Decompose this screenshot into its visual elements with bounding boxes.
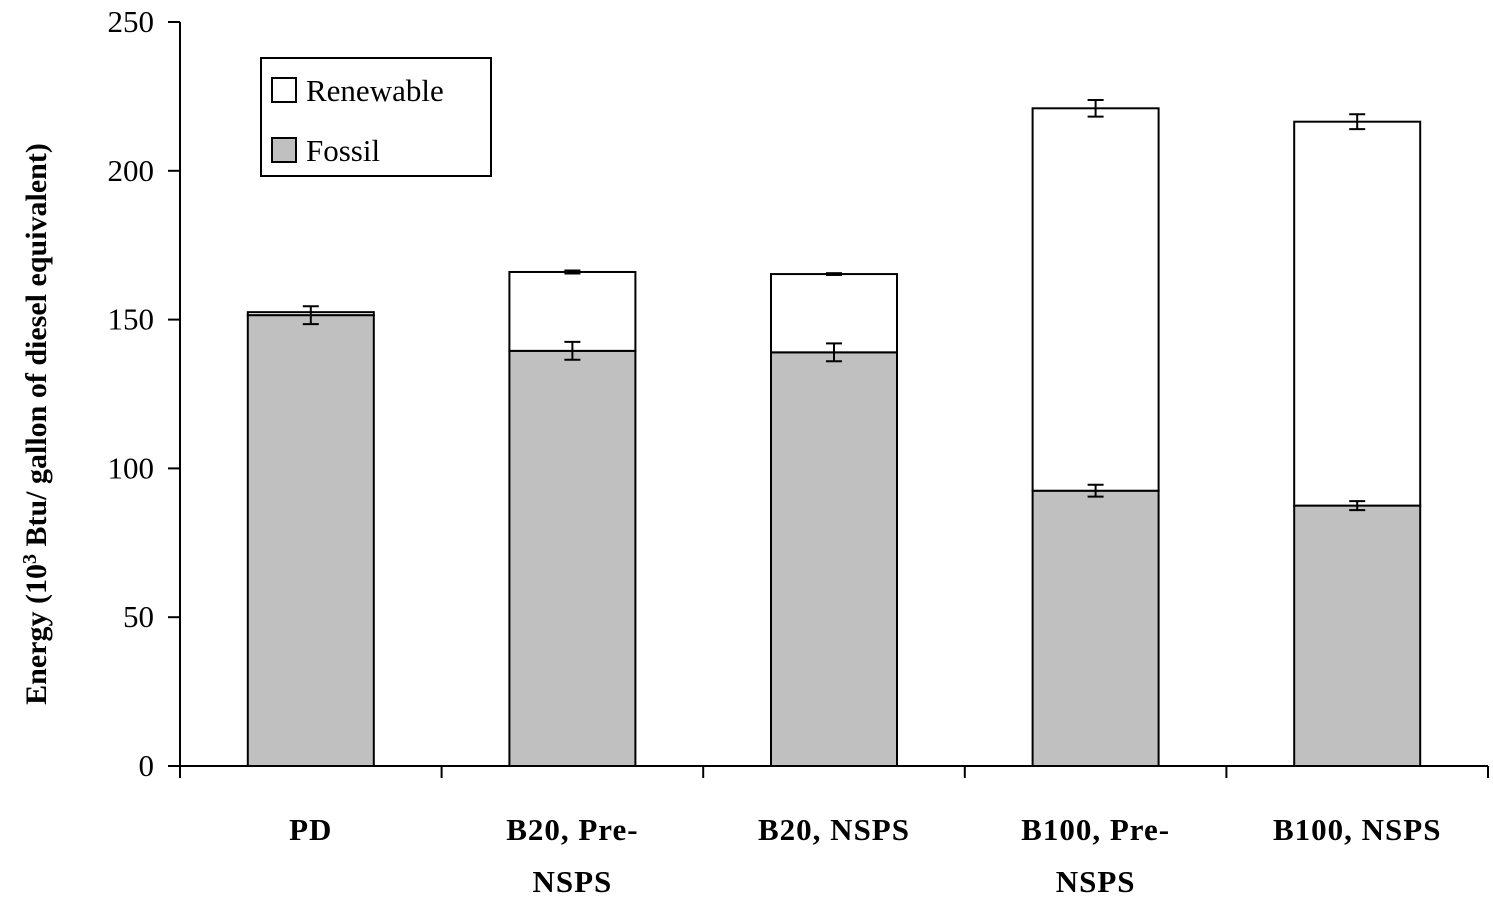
legend-swatch-renewable: [271, 77, 297, 103]
bar-fossil-0: [246, 314, 375, 767]
bar-renewable-2: [770, 273, 898, 354]
y-tick-label: 100: [108, 450, 155, 485]
y-tick-label: 50: [123, 599, 154, 634]
error-bar-fossil-2: [826, 342, 842, 363]
error-bar-fossil-3: [1087, 483, 1104, 498]
error-bar-fossil-0: [302, 305, 319, 326]
legend-label-fossil: Fossil: [306, 133, 380, 168]
x-category-label-line: NSPS: [1056, 864, 1136, 899]
legend-box: [260, 57, 492, 177]
bar-fossil-3: [1031, 489, 1160, 767]
y-axis-label-superscript: 3: [19, 554, 41, 564]
y-axis-label-text: Btu/ gallon of diesel equivalent): [20, 143, 53, 554]
error-bar-renewable-1: [564, 269, 581, 275]
x-category-label-line: B100, NSPS: [1273, 812, 1441, 847]
x-category-label: B20, Pre- NSPS: [506, 812, 638, 899]
bar-renewable-4: [1293, 120, 1422, 507]
y-axis-label: Energy (103 Btu/ gallon of diesel equiva…: [19, 143, 53, 705]
error-bar-renewable-3: [1087, 98, 1104, 118]
x-category-label-line: B20, Pre-: [506, 812, 638, 847]
error-bar-fossil-1: [564, 340, 581, 361]
x-category-label-line: NSPS: [532, 864, 612, 899]
legend-label-renewable: Renewable: [306, 73, 444, 108]
x-category-label: B100, Pre- NSPS: [1021, 812, 1170, 899]
x-category-label-line: B100, Pre-: [1021, 812, 1170, 847]
x-category-label-line: PD: [289, 812, 332, 847]
bar-fossil-4: [1293, 504, 1422, 767]
x-category-label: B100, NSPS: [1273, 812, 1441, 847]
y-tick-label: 150: [108, 302, 155, 337]
bar-fossil-1: [508, 349, 637, 767]
axes-layer: 0 50 100 150 200 250 PD B20, Pre- NSPS B20, NSPS B…: [19, 4, 1489, 899]
x-category-label: B20, NSPS: [758, 812, 910, 847]
y-axis-label-text: Energy (10: [20, 564, 53, 705]
x-category-label-line: B20, NSPS: [758, 812, 910, 847]
y-tick-label: 0: [139, 748, 155, 783]
y-tick-label: 200: [108, 153, 155, 188]
bar-fossil-2: [770, 351, 898, 767]
error-bar-fossil-4: [1349, 500, 1366, 512]
legend: Renewable Fossil: [260, 57, 492, 177]
bar-renewable-3: [1031, 107, 1160, 492]
y-tick-label: 250: [108, 4, 155, 39]
bar-renewable-1: [508, 270, 637, 352]
legend-swatch-fossil: [271, 137, 297, 163]
bars-layer: [246, 98, 1422, 767]
error-bar-renewable-4: [1349, 113, 1366, 131]
x-category-label: PD: [289, 812, 332, 847]
error-bar-renewable-2: [826, 272, 842, 276]
